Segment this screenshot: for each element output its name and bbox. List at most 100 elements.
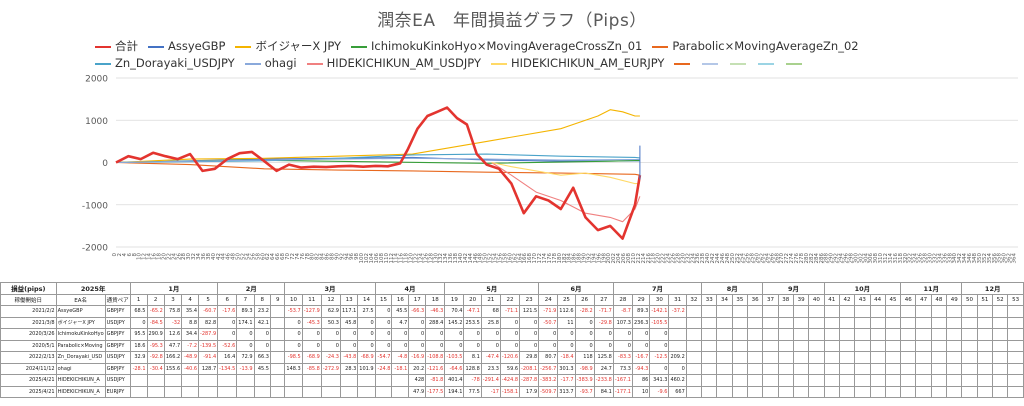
x-tick-label: 180: [557, 253, 563, 264]
week-header: 15: [374, 293, 393, 306]
x-tick-label: 250: [730, 253, 736, 264]
x-tick-label: 92: [339, 253, 345, 260]
legend-item-empty: [702, 55, 722, 72]
value-cell: [869, 374, 886, 387]
value-cell: 84.1: [593, 385, 614, 398]
x-tick-label: 26: [176, 253, 182, 260]
value-cell: -81.8: [425, 374, 446, 387]
value-cell: -98.5: [284, 351, 303, 364]
value-cell: 0: [236, 339, 255, 352]
x-tick-label: 148: [478, 253, 484, 264]
value-cell: [838, 339, 856, 352]
x-tick-label: 318: [898, 253, 904, 264]
value-cell: [930, 305, 948, 318]
value-cell: 209.2: [668, 351, 687, 364]
value-cell: -127.9: [301, 305, 322, 318]
value-cell: -121.6: [425, 362, 446, 375]
value-cell: [915, 374, 932, 387]
value-cell: -28.2: [574, 305, 595, 318]
x-tick-label: 306: [868, 253, 874, 264]
value-cell: [777, 362, 794, 375]
table-row: 2022/2/13 Zn_Dorayaki_USD USDJPY 32.9 -92.8 1…: [0, 351, 1024, 364]
value-cell: 174.1: [236, 316, 255, 329]
x-tick-label: 274: [789, 253, 795, 264]
value-cell: 0: [320, 328, 341, 341]
value-cell: 148.3: [284, 362, 303, 375]
x-tick-label: 100: [359, 253, 365, 264]
value-cell: [747, 362, 764, 375]
value-cell: -47.1: [463, 305, 482, 318]
x-tick-label: 240: [705, 253, 711, 264]
value-cell: 0: [499, 328, 521, 341]
value-cell: [1007, 385, 1024, 398]
chart-title: 潤奈EA 年間損益グラフ（Pips）: [377, 11, 647, 31]
value-cell: [930, 374, 948, 387]
value-cell: [284, 385, 303, 398]
week-header: 41: [823, 293, 840, 306]
value-cell: 0: [425, 328, 446, 341]
value-cell: 0: [339, 328, 359, 341]
week-header: 1: [129, 293, 148, 306]
legend-label: 合計: [115, 39, 138, 53]
value-cell: [269, 351, 286, 364]
value-cell: [792, 385, 810, 398]
value-cell: 0: [463, 328, 482, 341]
value-cell: [961, 328, 978, 341]
x-tick-label: 182: [562, 253, 568, 264]
x-tick-label: 310: [878, 253, 884, 264]
value-cell: [792, 339, 810, 352]
week-header: 17: [408, 293, 427, 306]
legend-swatch: [351, 45, 368, 48]
x-tick-label: 0: [112, 253, 118, 257]
value-cell: 45.5: [391, 305, 410, 318]
value-cell: -98.9: [574, 362, 595, 375]
value-cell: 401.4: [444, 374, 465, 387]
value-cell: 0: [631, 328, 651, 341]
value-cell: [792, 351, 810, 364]
x-tick-label: 112: [389, 253, 395, 264]
value-cell: [854, 362, 871, 375]
value-cell: [163, 385, 183, 398]
legend-swatch: [674, 62, 691, 65]
value-cell: 95.5: [129, 328, 148, 341]
value-cell: -208.1: [519, 362, 540, 375]
value-cell: 0: [374, 328, 393, 341]
value-cell: [976, 374, 994, 387]
value-cell: [236, 374, 255, 387]
legend-swatch: [244, 62, 261, 65]
x-tick-label: 170: [532, 253, 538, 264]
value-cell: [777, 305, 794, 318]
value-cell: [992, 328, 1009, 341]
week-header: 43: [854, 293, 871, 306]
value-cell: -17: [480, 385, 501, 398]
x-tick-label: 38: [206, 253, 212, 260]
value-cell: [762, 305, 779, 318]
value-cell: 24.7: [593, 362, 614, 375]
x-tick-label: 32: [191, 253, 197, 260]
value-cell: 0: [129, 316, 148, 329]
value-cell: [808, 351, 825, 364]
value-cell: 118: [574, 351, 595, 364]
value-cell: 73.3: [612, 362, 633, 375]
y-tick-label: 0: [102, 159, 108, 169]
value-cell: [762, 385, 779, 398]
x-tick-label: 360: [1002, 253, 1008, 264]
value-cell: 50.3: [320, 316, 341, 329]
value-cell: [838, 316, 856, 329]
value-cell: [747, 339, 764, 352]
x-tick-label: 102: [364, 253, 370, 264]
table-row: 2021/2/2 AssyeGBP GBPJPY 68.5 -65.2 75.8 35.4-…: [0, 305, 1024, 318]
value-cell: 17.9: [519, 385, 540, 398]
legend-swatch: [730, 62, 747, 65]
x-tick-label: 86: [325, 253, 331, 260]
legend-item: IchimokuKinkoHyo×MovingAverageCrossZn_01: [351, 38, 642, 55]
x-tick-label: 114: [394, 253, 400, 264]
value-cell: [301, 374, 322, 387]
ea-name-cell: Parabolic×Moving: [55, 339, 106, 352]
value-cell: -120.6: [499, 351, 521, 364]
week-header: 48: [930, 293, 948, 306]
series-line: [115, 109, 640, 164]
value-cell: 0: [649, 328, 670, 341]
value-cell: 23.3: [480, 362, 501, 375]
value-cell: 0: [538, 328, 559, 341]
